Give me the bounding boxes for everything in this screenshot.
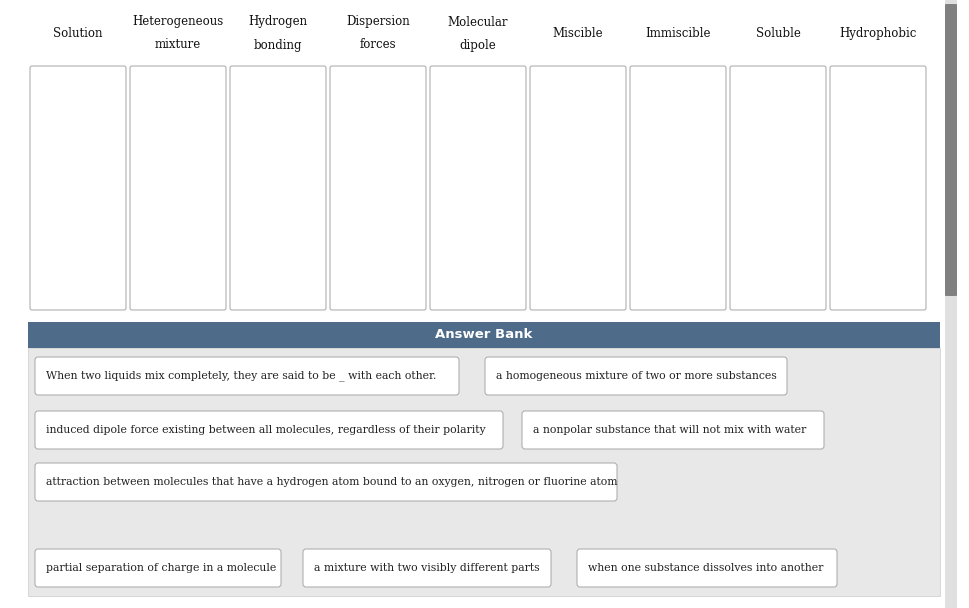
FancyBboxPatch shape [530, 66, 626, 310]
Text: a nonpolar substance that will not mix with water: a nonpolar substance that will not mix w… [533, 425, 806, 435]
Text: a mixture with two visibly different parts: a mixture with two visibly different par… [314, 563, 540, 573]
Bar [28, 322, 940, 348]
Bar [945, 0, 957, 608]
Text: Hydrogen: Hydrogen [248, 15, 307, 29]
Text: bonding: bonding [254, 38, 302, 52]
FancyBboxPatch shape [522, 411, 824, 449]
FancyBboxPatch shape [130, 66, 226, 310]
FancyBboxPatch shape [730, 66, 826, 310]
Text: Dispersion: Dispersion [346, 15, 410, 29]
Text: Miscible: Miscible [552, 27, 604, 40]
FancyBboxPatch shape [330, 66, 426, 310]
FancyBboxPatch shape [35, 411, 503, 449]
Text: forces: forces [359, 38, 396, 52]
Text: mixture: mixture [155, 38, 202, 52]
FancyBboxPatch shape [630, 66, 726, 310]
FancyBboxPatch shape [485, 357, 787, 395]
Bar [28, 348, 940, 596]
FancyBboxPatch shape [35, 463, 617, 501]
FancyBboxPatch shape [577, 549, 837, 587]
FancyBboxPatch shape [830, 66, 926, 310]
Text: Hydrophobic: Hydrophobic [839, 27, 917, 40]
FancyBboxPatch shape [303, 549, 551, 587]
Text: partial separation of charge in a molecule: partial separation of charge in a molecu… [46, 563, 276, 573]
FancyBboxPatch shape [430, 66, 526, 310]
Bar [0, 0, 969, 322]
FancyBboxPatch shape [35, 549, 281, 587]
Text: Soluble: Soluble [756, 27, 800, 40]
Text: induced dipole force existing between all molecules, regardless of their polarit: induced dipole force existing between al… [46, 425, 485, 435]
Text: when one substance dissolves into another: when one substance dissolves into anothe… [588, 563, 824, 573]
FancyBboxPatch shape [945, 4, 957, 296]
FancyBboxPatch shape [35, 357, 459, 395]
Text: attraction between molecules that have a hydrogen atom bound to an oxygen, nitro: attraction between molecules that have a… [46, 477, 617, 487]
Text: Solution: Solution [53, 27, 103, 40]
Text: Molecular: Molecular [448, 15, 509, 29]
Text: Answer Bank: Answer Bank [435, 328, 533, 342]
Text: Immiscible: Immiscible [645, 27, 710, 40]
FancyBboxPatch shape [30, 66, 126, 310]
Text: a homogeneous mixture of two or more substances: a homogeneous mixture of two or more sub… [496, 371, 777, 381]
Text: dipole: dipole [459, 38, 496, 52]
FancyBboxPatch shape [230, 66, 326, 310]
Text: Heterogeneous: Heterogeneous [133, 15, 224, 29]
Text: When two liquids mix completely, they are said to be _ with each other.: When two liquids mix completely, they ar… [46, 371, 436, 381]
